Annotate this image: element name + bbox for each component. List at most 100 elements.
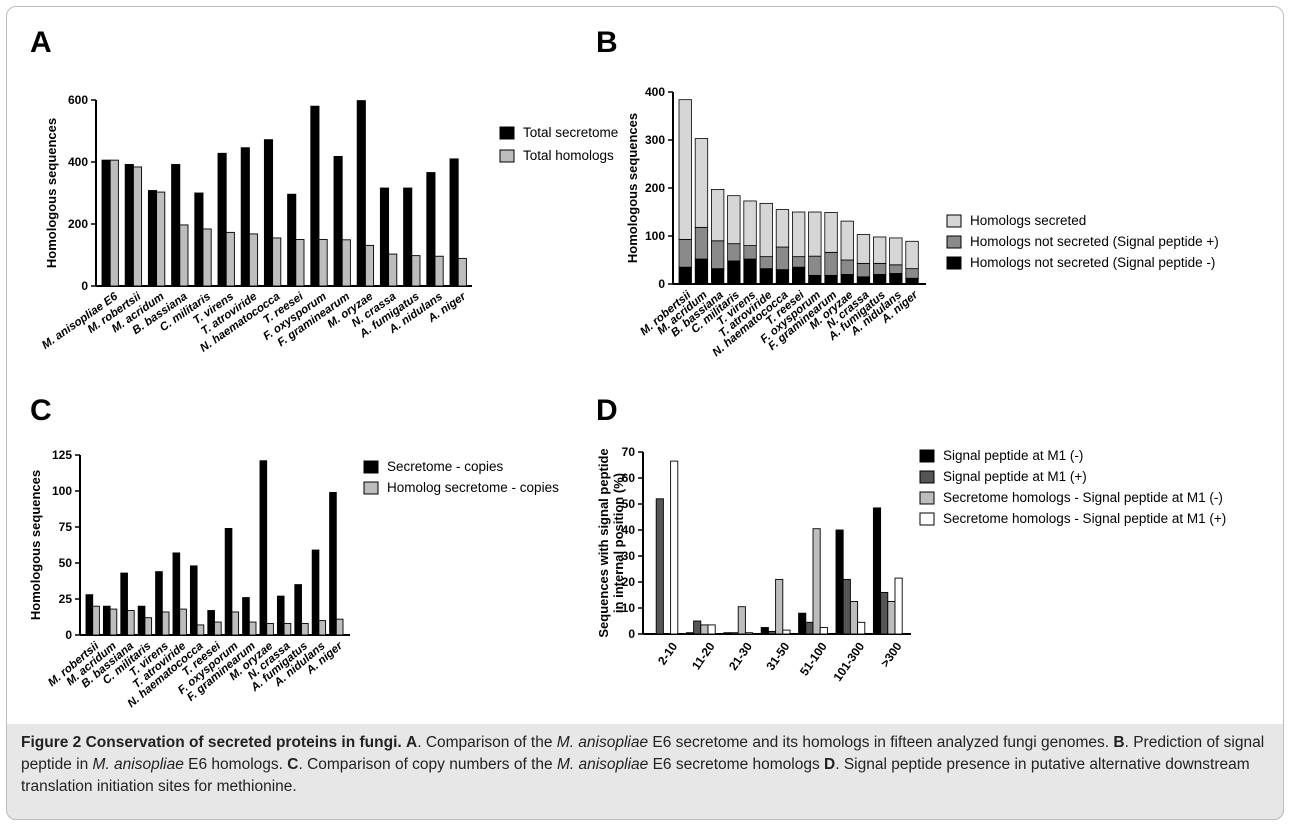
bar-segment <box>727 195 741 245</box>
bar <box>127 610 135 636</box>
y-tick-label: 75 <box>59 520 73 534</box>
caption-segment: B <box>1113 734 1125 751</box>
bar-segment <box>905 277 919 285</box>
bar <box>356 100 366 287</box>
bar <box>335 618 344 636</box>
legend-swatch <box>919 491 935 505</box>
bar <box>242 597 250 636</box>
bar-segment <box>759 256 773 270</box>
bar <box>835 529 844 635</box>
bar-segment <box>889 264 903 274</box>
bar <box>214 621 222 636</box>
caption-segment: D <box>824 756 836 773</box>
bar <box>266 623 274 636</box>
caption-segment: E6 secretome and its homologs in fifteen… <box>648 734 1114 751</box>
bar <box>287 193 297 287</box>
bar-segment <box>905 268 919 279</box>
panel-letter: A <box>30 26 52 59</box>
y-tick-label: 600 <box>68 93 88 107</box>
bar <box>172 552 181 636</box>
bar-segment <box>775 269 790 285</box>
bar-segment <box>743 245 757 260</box>
bar <box>388 253 398 287</box>
bar <box>842 578 851 635</box>
bar <box>171 164 181 287</box>
y-tick-label: 200 <box>68 217 88 231</box>
bar <box>730 632 739 635</box>
bar-segment <box>840 259 854 275</box>
bar <box>276 595 285 636</box>
y-tick-label: 60 <box>622 471 636 485</box>
bar <box>426 172 436 287</box>
bar <box>700 624 709 635</box>
legend-entry: Homologs not secreted (Signal peptide -) <box>970 255 1215 270</box>
legend-entry: Signal peptide at M1 (+) <box>943 469 1087 484</box>
bar <box>887 601 896 635</box>
bar <box>798 612 807 635</box>
legend-swatch <box>919 512 935 526</box>
bar <box>849 601 859 635</box>
bar <box>109 608 118 636</box>
bar <box>196 624 205 636</box>
y-axis-label: in internal position (%) <box>611 473 626 613</box>
x-tick-label: 51-100 <box>797 639 830 678</box>
y-tick-label: 400 <box>645 85 665 99</box>
bar <box>263 139 274 287</box>
panel-letter: B <box>596 26 618 59</box>
x-tick-label: 101-300 <box>831 639 868 683</box>
bar <box>333 155 343 287</box>
bar <box>155 571 163 636</box>
bar <box>782 629 791 635</box>
caption-label: Figure 2 <box>21 734 82 751</box>
bar <box>179 224 189 287</box>
bar <box>189 565 198 636</box>
caption-segment: A <box>406 734 418 751</box>
caption-segment: . Comparison of copy numbers of the <box>298 756 557 773</box>
bar-segment <box>824 251 838 276</box>
panel-letter: D <box>596 394 618 427</box>
bar <box>812 528 821 635</box>
bar-segment <box>694 258 709 285</box>
legend-entry: Homologs not secreted (Signal peptide +) <box>970 234 1219 249</box>
caption-segment: M. anisopliae <box>556 756 649 773</box>
bar-segment <box>856 234 871 264</box>
y-tick-label: 10 <box>622 601 636 615</box>
bar <box>295 239 305 287</box>
bar-segment <box>743 258 757 285</box>
bar <box>224 527 233 636</box>
caption-segment: . Prediction of signal peptide in <box>21 734 1265 773</box>
bar <box>301 623 309 636</box>
figure-caption: Figure 2 Conservation of secreted protei… <box>6 724 1284 820</box>
y-axis-label: Homologous sequences <box>28 470 43 620</box>
legend-swatch <box>946 256 962 270</box>
bar <box>364 244 375 287</box>
caption-text: A. Comparison of the M. anisopliae E6 se… <box>21 734 1264 795</box>
bar <box>311 549 320 636</box>
bar <box>434 255 444 287</box>
bar-segment <box>775 246 790 270</box>
legend-entry: Secretome homologs - Signal peptide at M… <box>943 511 1226 526</box>
bar <box>411 255 421 287</box>
caption-segment: M. anisopliae <box>92 756 184 773</box>
bar <box>179 608 187 636</box>
x-tick-label: 2-10 <box>655 639 680 667</box>
bar-segment <box>711 268 725 285</box>
y-tick-label: 0 <box>658 277 665 291</box>
bar-segment <box>873 273 887 285</box>
bar <box>101 159 111 287</box>
bar <box>147 190 158 287</box>
y-tick-label: 25 <box>59 592 73 606</box>
bar <box>137 605 146 636</box>
bar <box>329 491 337 636</box>
y-tick-label: 125 <box>52 448 72 462</box>
bar-segment <box>856 276 871 285</box>
bar <box>259 460 268 636</box>
legend-swatch <box>499 126 515 140</box>
bar <box>272 237 282 287</box>
y-axis-label: Homologous sequences <box>44 118 59 268</box>
bar-segment <box>727 243 741 262</box>
legend-entry: Secretome - copies <box>387 459 504 474</box>
panel-letter: C <box>30 394 52 427</box>
bar-segment <box>808 255 822 276</box>
bar <box>379 187 390 287</box>
